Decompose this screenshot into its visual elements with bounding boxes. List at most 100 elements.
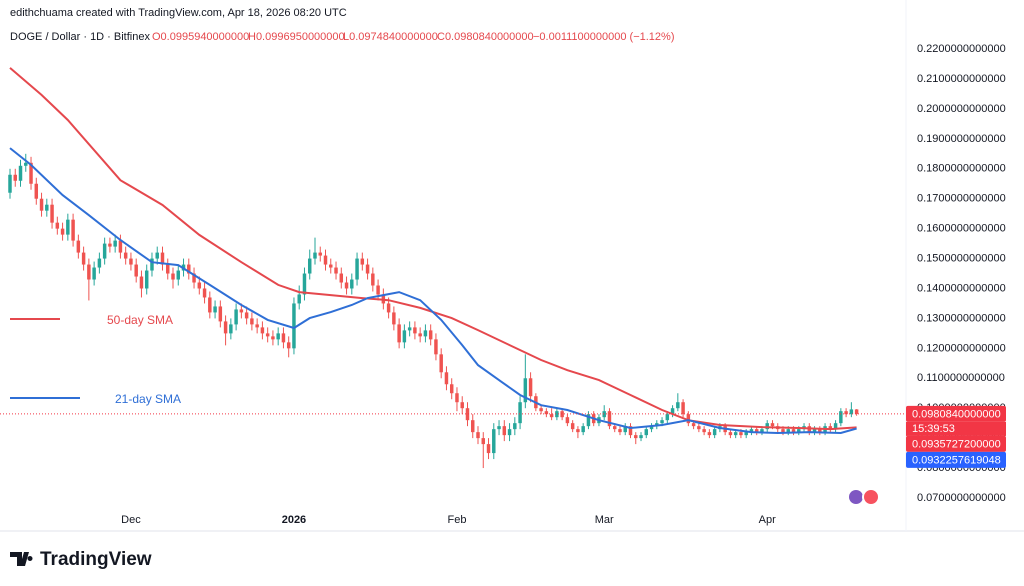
- candle-body: [355, 258, 359, 280]
- candle-body: [797, 429, 801, 433]
- candle-body: [549, 414, 554, 418]
- candle-body: [513, 423, 517, 430]
- candle-body: [223, 321, 228, 334]
- candle-body: [507, 429, 512, 436]
- y-tick-label: 0.0700000000000: [917, 492, 1006, 504]
- candle-body: [45, 204, 49, 211]
- x-tick-label: Feb: [447, 514, 466, 526]
- candle-body: [66, 219, 70, 235]
- candle-body: [166, 264, 170, 274]
- candle-body: [397, 324, 401, 343]
- candle-body: [18, 165, 23, 181]
- candle-body: [697, 426, 701, 430]
- high-value: H0.0996950000000: [248, 31, 345, 43]
- candle-body: [733, 432, 738, 436]
- candle-body: [670, 408, 675, 415]
- candle-body: [260, 327, 265, 334]
- x-tick-label: Dec: [121, 514, 141, 526]
- candle-body: [108, 243, 112, 247]
- candle-body: [739, 432, 743, 436]
- price-badge-label: 0.0980840000000: [912, 408, 1001, 420]
- candle-body: [434, 339, 438, 355]
- candle-body: [502, 426, 507, 436]
- candle-body: [786, 429, 790, 433]
- candle-body: [160, 252, 165, 265]
- candle-body: [618, 429, 622, 433]
- candle-body: [334, 267, 338, 274]
- candle-body: [150, 258, 154, 271]
- candle-body: [581, 426, 585, 433]
- price-badge-label: 0.0935727200000: [912, 438, 1001, 450]
- candle-body: [376, 285, 380, 295]
- candle-body: [539, 408, 543, 412]
- candle-body: [102, 243, 107, 259]
- candle-body: [555, 411, 559, 418]
- candle-body: [365, 264, 370, 274]
- candle-body: [770, 423, 775, 427]
- low-value: L0.0974840000000: [343, 31, 438, 43]
- x-tick-label: 2026: [282, 514, 306, 526]
- candle-body: [497, 426, 501, 430]
- candle-body: [360, 258, 365, 265]
- candle-body: [781, 429, 785, 433]
- candle-body: [444, 372, 449, 385]
- candle-body: [144, 270, 149, 289]
- candle-body: [712, 429, 717, 436]
- candle-body: [665, 414, 670, 421]
- candle-body: [187, 264, 191, 274]
- candle-body: [407, 327, 412, 331]
- y-tick-label: 0.1200000000000: [917, 342, 1006, 354]
- candle-body: [476, 432, 480, 439]
- sma-line: [9, 147, 857, 435]
- candle-body: [307, 258, 312, 274]
- candle-body: [660, 420, 664, 424]
- candle-body: [171, 273, 175, 280]
- y-tick-label: 0.1500000000000: [917, 252, 1006, 264]
- icon-dot: [862, 488, 880, 506]
- x-tick-label: Mar: [595, 514, 614, 526]
- candle-body: [844, 411, 848, 415]
- candle-body: [423, 330, 428, 337]
- legend-label: 50-day SMA: [107, 313, 173, 327]
- candle-body: [455, 393, 459, 403]
- candle-body: [744, 432, 748, 436]
- price-badge: [906, 435, 1006, 452]
- y-tick-label: 0.2100000000000: [917, 73, 1006, 85]
- candle-body: [302, 273, 307, 295]
- candle-body: [754, 429, 759, 433]
- candle-body: [639, 435, 643, 439]
- candle-body: [465, 408, 470, 421]
- candle-body: [623, 426, 627, 433]
- candle-body: [239, 309, 244, 313]
- candle-body: [8, 174, 12, 193]
- candle-body: [544, 411, 549, 415]
- candle-body: [134, 264, 138, 277]
- candle-body: [812, 429, 817, 433]
- close-value: C0.0980840000000: [437, 31, 534, 43]
- y-tick-label: 0.1900000000000: [917, 133, 1006, 145]
- candle-body: [528, 378, 533, 397]
- logo-mark: [10, 552, 33, 566]
- candle-body: [350, 279, 354, 289]
- candle-body: [329, 264, 333, 268]
- candle-body: [371, 273, 375, 286]
- candle-body: [50, 204, 54, 223]
- candle-body: [323, 255, 328, 265]
- candle-body: [428, 330, 433, 340]
- candle-body: [208, 297, 212, 313]
- credit: edithchuama created with TradingView.com…: [10, 7, 347, 19]
- candle-body: [523, 378, 528, 403]
- logo-text: TradingView: [40, 549, 152, 570]
- candle-body: [87, 264, 91, 280]
- candle-body: [39, 198, 44, 211]
- candle-body: [676, 402, 680, 409]
- y-tick-label: 0.1400000000000: [917, 282, 1006, 294]
- candle-body: [255, 324, 259, 328]
- y-tick-label: 0.1800000000000: [917, 163, 1006, 175]
- candle-body: [449, 384, 454, 394]
- candle-body: [681, 402, 685, 415]
- candle-body: [97, 258, 102, 268]
- candle-body: [313, 252, 317, 259]
- candle-body: [839, 411, 843, 424]
